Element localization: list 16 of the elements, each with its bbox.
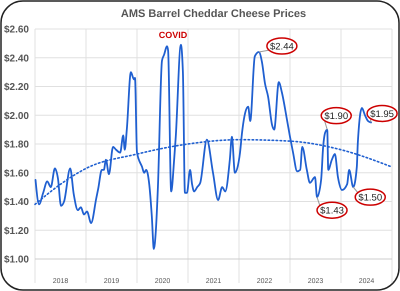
annotation: $1.50 bbox=[358, 192, 382, 204]
y-tick-label: $1.60 bbox=[4, 168, 30, 180]
annotation: COVID bbox=[158, 30, 188, 40]
chart-title: AMS Barrel Cheddar Cheese Prices bbox=[120, 8, 306, 20]
y-tick-label: $2.00 bbox=[4, 110, 30, 122]
y-tick-label: $1.40 bbox=[4, 197, 30, 208]
y-tick-label: $1.20 bbox=[4, 226, 30, 237]
annotation: $1.43 bbox=[320, 206, 344, 217]
y-tick-label: $2.40 bbox=[4, 53, 30, 64]
y-tick-label: $1.00 bbox=[4, 254, 30, 266]
annotation: $1.95 bbox=[370, 108, 394, 120]
y-tick-label: $1.80 bbox=[4, 140, 30, 150]
y-tick-label: $2.60 bbox=[4, 24, 30, 36]
y-tick-label: $2.20 bbox=[4, 82, 30, 93]
annotation: $2.44 bbox=[270, 42, 294, 52]
annotation: $1.90 bbox=[324, 111, 348, 122]
